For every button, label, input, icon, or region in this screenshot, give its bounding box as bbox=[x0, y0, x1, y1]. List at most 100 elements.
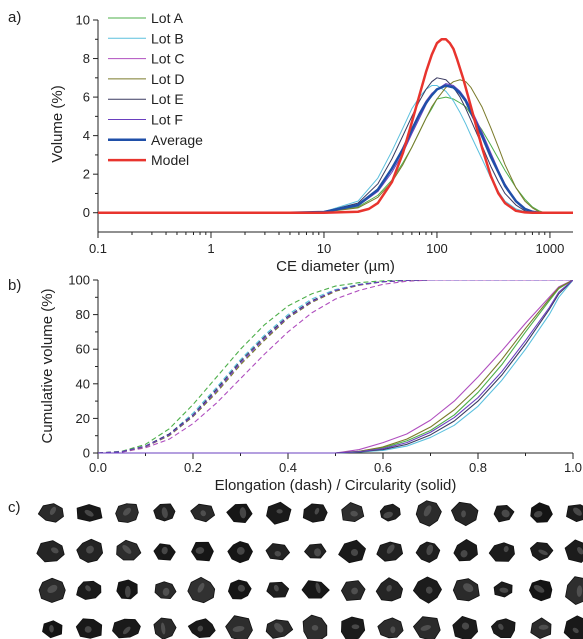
chart-b-ytick-label: 20 bbox=[76, 411, 90, 426]
particle-shape bbox=[301, 580, 330, 599]
particle-facet bbox=[350, 548, 359, 556]
particle-facet bbox=[239, 507, 247, 519]
chart-a-ytick-label: 0 bbox=[83, 205, 90, 220]
particle-shape bbox=[453, 539, 478, 562]
particle-facet bbox=[232, 625, 245, 632]
particle-facet bbox=[503, 546, 509, 553]
particle-facet bbox=[350, 510, 358, 517]
particle-facet bbox=[122, 545, 132, 554]
particle-facet bbox=[84, 509, 94, 517]
particle-image bbox=[116, 579, 138, 600]
series-line-lot-b-circularity bbox=[98, 280, 573, 454]
chart-a-ytick-label: 6 bbox=[83, 90, 90, 105]
particle-image bbox=[153, 503, 176, 522]
chart-b-series bbox=[98, 280, 573, 454]
particle-image bbox=[75, 618, 103, 639]
panel-b-label: b) bbox=[8, 277, 21, 294]
particle-image bbox=[302, 503, 328, 523]
particle-facet bbox=[573, 507, 582, 516]
particle-image bbox=[413, 576, 442, 604]
particle-facet bbox=[274, 550, 282, 557]
chart-b-ytick-label: 0 bbox=[83, 446, 90, 461]
particle-shape bbox=[36, 540, 65, 563]
chart-b: 0.0 0.2 0.4 0.6 0.8 1.0 0 20 40 60 80 100 Elongatio… bbox=[39, 273, 582, 495]
legend-label-lot-b: Lot B bbox=[151, 30, 184, 46]
particle-facet bbox=[311, 624, 319, 631]
chart-a-ytick-label: 8 bbox=[83, 51, 90, 66]
particle-image bbox=[415, 500, 442, 527]
particle-facet bbox=[461, 622, 470, 630]
legend-label-lot-a: Lot A bbox=[151, 10, 184, 26]
particle-facet bbox=[577, 546, 583, 555]
particle-image bbox=[488, 542, 515, 562]
chart-a-ylabel: Volume (%) bbox=[49, 85, 66, 163]
particle-facet bbox=[386, 584, 392, 592]
series-line-lot-a-elongation bbox=[98, 280, 573, 454]
panel-c-label: c) bbox=[8, 499, 21, 516]
particle-facet bbox=[351, 587, 358, 595]
particle-image bbox=[154, 581, 177, 599]
particle-image bbox=[452, 578, 480, 602]
particle-facet bbox=[237, 584, 245, 592]
chart-a-legend: Lot A Lot B Lot C Lot D Lot E Lot F Average Mod… bbox=[108, 10, 203, 168]
legend-label-lot-d: Lot D bbox=[151, 71, 184, 87]
particle-image bbox=[451, 501, 479, 527]
particle-facet bbox=[533, 510, 543, 518]
particle-image bbox=[187, 618, 216, 638]
particle-image bbox=[266, 581, 290, 598]
chart-b-xtick-label: 0.8 bbox=[469, 460, 487, 475]
particle-image bbox=[153, 617, 177, 639]
chart-b-xlabel: Elongation (dash) / Circularity (solid) bbox=[215, 477, 457, 494]
chart-b-ytick-label: 100 bbox=[68, 273, 90, 288]
series-line-lot-b-elongation bbox=[98, 280, 573, 454]
particle-facet bbox=[161, 546, 168, 555]
particle-facet bbox=[274, 623, 284, 633]
particle-image bbox=[530, 617, 552, 639]
chart-b-xtick-label: 1.0 bbox=[564, 460, 582, 475]
chart-a-xtick-label: 10 bbox=[317, 241, 331, 256]
particle-image bbox=[565, 576, 583, 605]
particle-facet bbox=[276, 509, 283, 514]
particle-facet bbox=[533, 584, 545, 593]
series-line-lot-e-elongation bbox=[98, 280, 573, 454]
chart-b-ylabel: Cumulative volume (%) bbox=[39, 288, 56, 443]
particle-image bbox=[341, 580, 366, 601]
series-line-lot-d bbox=[98, 79, 573, 214]
particle-image bbox=[76, 580, 102, 600]
particle-shape bbox=[377, 617, 404, 639]
particle-image bbox=[530, 542, 554, 561]
particle-shape bbox=[226, 503, 253, 523]
particle-image bbox=[301, 580, 330, 599]
particle-facet bbox=[576, 585, 583, 597]
series-line-lot-f-elongation bbox=[98, 280, 573, 454]
chart-b-ytick-label: 80 bbox=[76, 307, 90, 322]
series-line-model bbox=[98, 38, 573, 214]
particle-image bbox=[304, 543, 327, 559]
particle-image bbox=[338, 539, 366, 564]
particle-facet bbox=[85, 585, 91, 592]
particle-facet bbox=[197, 625, 204, 632]
chart-a-xlabel: CE diameter (µm) bbox=[276, 258, 395, 275]
particle-facet bbox=[572, 627, 579, 634]
series-line-lot-e-circularity bbox=[98, 280, 573, 454]
particle-image bbox=[228, 579, 252, 600]
particle-image bbox=[415, 541, 441, 563]
particle-facet bbox=[315, 582, 321, 594]
particle-image bbox=[227, 541, 253, 564]
particle-image bbox=[116, 539, 142, 561]
particle-facet bbox=[461, 510, 466, 518]
particle-image bbox=[563, 615, 583, 639]
particle-image bbox=[265, 543, 290, 561]
particle-facet bbox=[47, 584, 58, 594]
panel-a-label: a) bbox=[8, 9, 21, 26]
chart-b-xtick-label: 0.2 bbox=[184, 460, 202, 475]
particle-shape bbox=[563, 615, 583, 639]
particle-image bbox=[375, 577, 403, 602]
particle-image bbox=[187, 576, 216, 604]
chart-b-frame bbox=[97, 280, 573, 454]
series-line-lot-a-circularity bbox=[98, 280, 573, 454]
particle-image bbox=[112, 618, 141, 639]
legend-label-lot-f: Lot F bbox=[151, 112, 183, 128]
particle-image bbox=[341, 616, 366, 639]
